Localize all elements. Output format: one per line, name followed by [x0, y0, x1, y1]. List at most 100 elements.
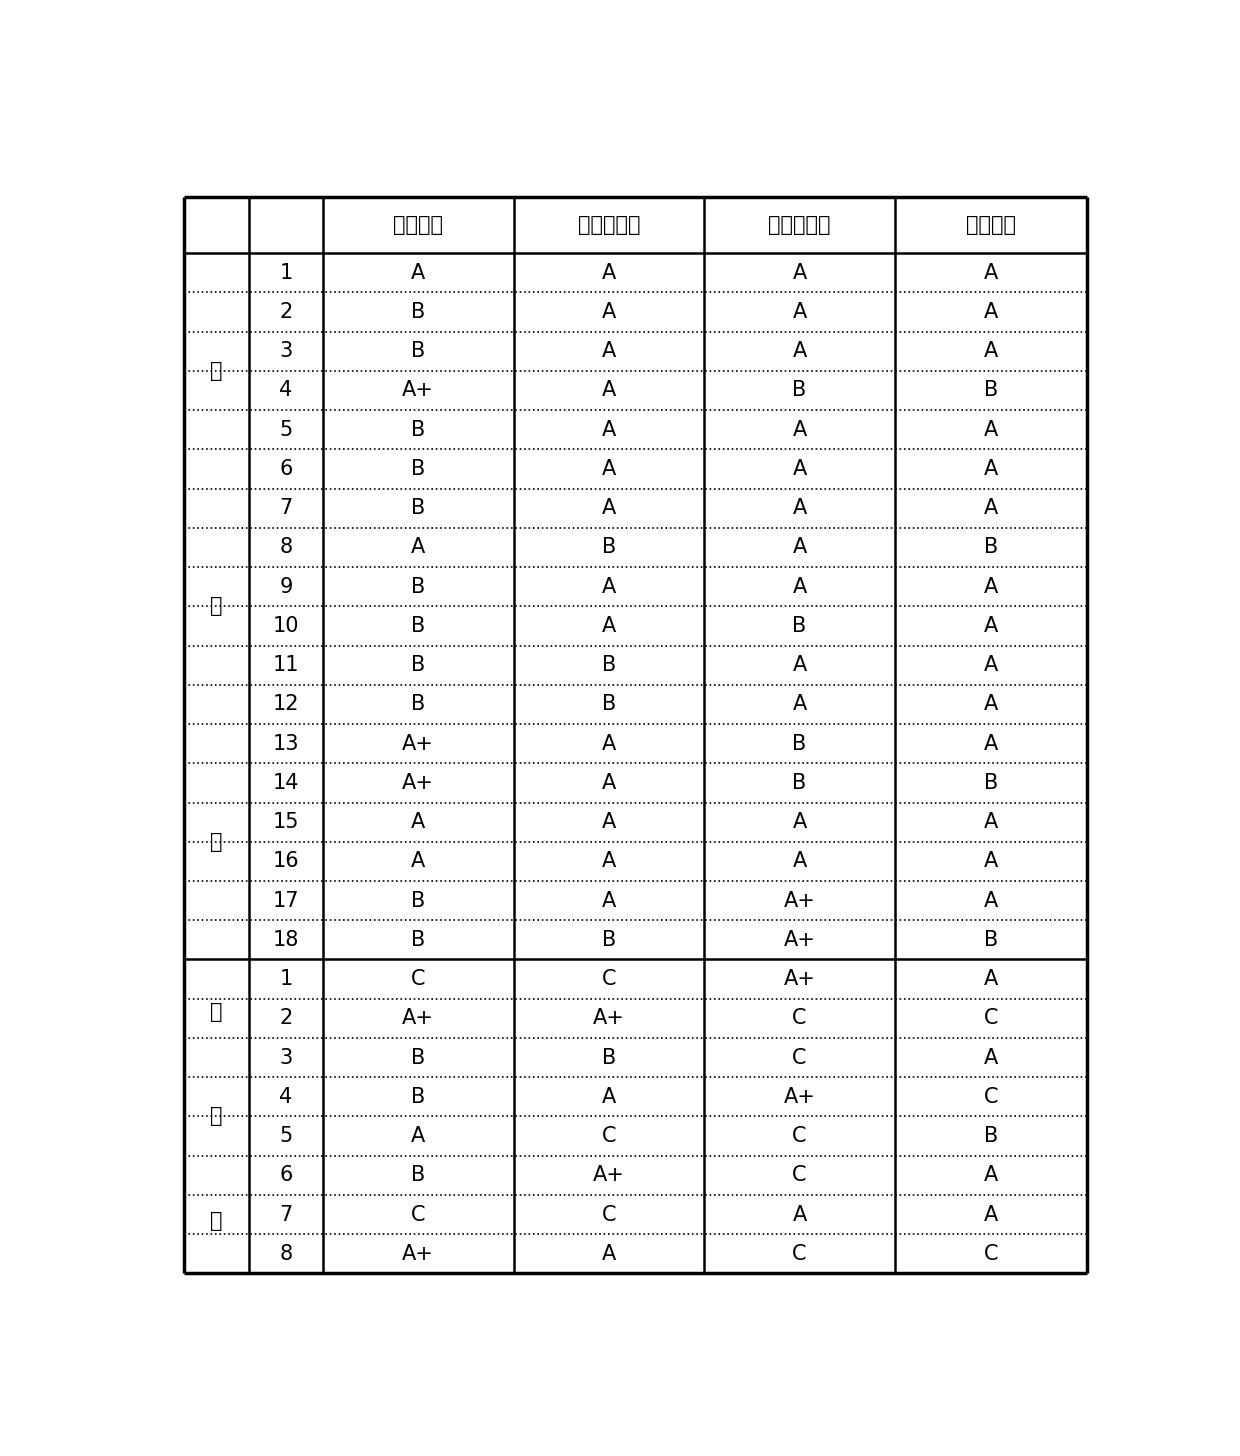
Text: B: B: [412, 1047, 425, 1067]
Text: 促进耐候性: 促进耐候性: [769, 215, 831, 234]
Text: 13: 13: [273, 734, 299, 754]
Text: A+: A+: [402, 734, 434, 754]
Text: 8: 8: [279, 1243, 293, 1264]
Text: 耐冲击性: 耐冲击性: [966, 215, 1016, 234]
Text: A+: A+: [402, 380, 434, 400]
Text: B: B: [601, 655, 616, 676]
Text: A: A: [792, 459, 806, 479]
Text: 6: 6: [279, 459, 293, 479]
Text: A+: A+: [784, 970, 816, 989]
Text: A: A: [792, 577, 806, 597]
Text: B: B: [412, 695, 425, 715]
Text: 4: 4: [279, 380, 293, 400]
Text: C: C: [792, 1165, 807, 1185]
Text: C: C: [792, 1009, 807, 1028]
Text: B: B: [412, 419, 425, 440]
Text: B: B: [412, 655, 425, 676]
Text: A: A: [601, 301, 616, 322]
Text: A: A: [412, 1125, 425, 1146]
Text: A+: A+: [784, 930, 816, 949]
Text: C: C: [601, 970, 616, 989]
Text: A: A: [601, 459, 616, 479]
Text: A: A: [792, 852, 806, 871]
Text: 9: 9: [279, 577, 293, 597]
Text: A+: A+: [402, 1243, 434, 1264]
Text: B: B: [983, 1125, 998, 1146]
Text: B: B: [601, 537, 616, 558]
Text: B: B: [412, 498, 425, 518]
Text: 10: 10: [273, 616, 299, 636]
Text: 例: 例: [210, 831, 223, 852]
Text: 施: 施: [210, 597, 223, 616]
Text: A: A: [412, 852, 425, 871]
Text: B: B: [792, 734, 806, 754]
Text: 17: 17: [273, 891, 299, 910]
Text: B: B: [412, 930, 425, 949]
Text: A: A: [601, 1086, 616, 1107]
Text: 1: 1: [279, 262, 293, 282]
Text: 2: 2: [279, 301, 293, 322]
Text: A: A: [601, 419, 616, 440]
Text: A: A: [983, 616, 998, 636]
Text: 比: 比: [210, 1002, 223, 1022]
Text: C: C: [792, 1243, 807, 1264]
Text: 4: 4: [279, 1086, 293, 1107]
Text: C: C: [601, 1125, 616, 1146]
Text: 5: 5: [279, 419, 293, 440]
Text: C: C: [983, 1243, 998, 1264]
Text: C: C: [983, 1086, 998, 1107]
Text: B: B: [983, 773, 998, 794]
Text: A+: A+: [402, 1009, 434, 1028]
Text: A: A: [412, 262, 425, 282]
Text: 初期干燥性: 初期干燥性: [578, 215, 640, 234]
Text: A: A: [983, 1204, 998, 1224]
Text: A: A: [601, 734, 616, 754]
Text: B: B: [792, 616, 806, 636]
Text: B: B: [601, 930, 616, 949]
Text: A: A: [983, 734, 998, 754]
Text: A+: A+: [402, 773, 434, 794]
Text: A: A: [792, 419, 806, 440]
Text: A: A: [983, 695, 998, 715]
Text: A: A: [983, 459, 998, 479]
Text: C: C: [792, 1047, 807, 1067]
Text: A: A: [983, 655, 998, 676]
Text: 12: 12: [273, 695, 299, 715]
Text: B: B: [983, 930, 998, 949]
Text: 8: 8: [279, 537, 293, 558]
Text: B: B: [412, 1165, 425, 1185]
Text: A: A: [983, 970, 998, 989]
Text: B: B: [412, 1086, 425, 1107]
Text: C: C: [983, 1009, 998, 1028]
Text: A: A: [983, 1047, 998, 1067]
Text: A: A: [412, 537, 425, 558]
Text: B: B: [601, 695, 616, 715]
Text: 初期光泽: 初期光泽: [393, 215, 443, 234]
Text: C: C: [792, 1125, 807, 1146]
Text: 3: 3: [279, 341, 293, 361]
Text: A: A: [792, 262, 806, 282]
Text: 7: 7: [279, 498, 293, 518]
Text: 实: 实: [210, 361, 223, 381]
Text: C: C: [601, 1204, 616, 1224]
Text: A: A: [792, 655, 806, 676]
Text: A: A: [412, 812, 425, 833]
Text: A: A: [601, 1243, 616, 1264]
Text: A: A: [983, 1165, 998, 1185]
Text: 例: 例: [210, 1211, 223, 1232]
Text: A: A: [983, 262, 998, 282]
Text: A+: A+: [593, 1009, 625, 1028]
Text: A: A: [983, 301, 998, 322]
Text: A+: A+: [784, 891, 816, 910]
Text: A: A: [792, 695, 806, 715]
Text: 5: 5: [279, 1125, 293, 1146]
Text: A: A: [792, 537, 806, 558]
Text: A: A: [601, 773, 616, 794]
Text: B: B: [983, 537, 998, 558]
Text: A: A: [983, 419, 998, 440]
Text: A: A: [792, 341, 806, 361]
Text: A: A: [983, 852, 998, 871]
Text: B: B: [412, 459, 425, 479]
Text: C: C: [410, 1204, 425, 1224]
Text: A: A: [601, 577, 616, 597]
